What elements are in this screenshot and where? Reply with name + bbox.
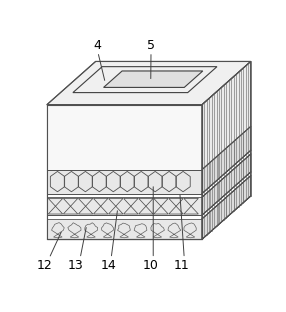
Polygon shape (104, 71, 203, 87)
Text: 10: 10 (143, 259, 159, 272)
Polygon shape (73, 67, 217, 93)
Text: 14: 14 (101, 259, 117, 272)
Text: 11: 11 (174, 259, 190, 272)
Polygon shape (202, 150, 251, 197)
Text: 12: 12 (37, 259, 53, 272)
Text: 13: 13 (68, 259, 84, 272)
Polygon shape (47, 197, 202, 215)
Text: 4: 4 (94, 39, 102, 52)
Polygon shape (47, 61, 251, 105)
Polygon shape (47, 215, 202, 219)
Text: 5: 5 (147, 39, 155, 52)
Polygon shape (202, 172, 251, 219)
Polygon shape (202, 154, 251, 215)
Polygon shape (47, 219, 202, 239)
Polygon shape (47, 105, 202, 170)
Polygon shape (202, 176, 251, 239)
Polygon shape (202, 126, 251, 193)
Polygon shape (47, 170, 202, 193)
Polygon shape (202, 61, 251, 239)
Polygon shape (47, 193, 202, 197)
Polygon shape (47, 105, 202, 239)
Polygon shape (202, 61, 251, 170)
